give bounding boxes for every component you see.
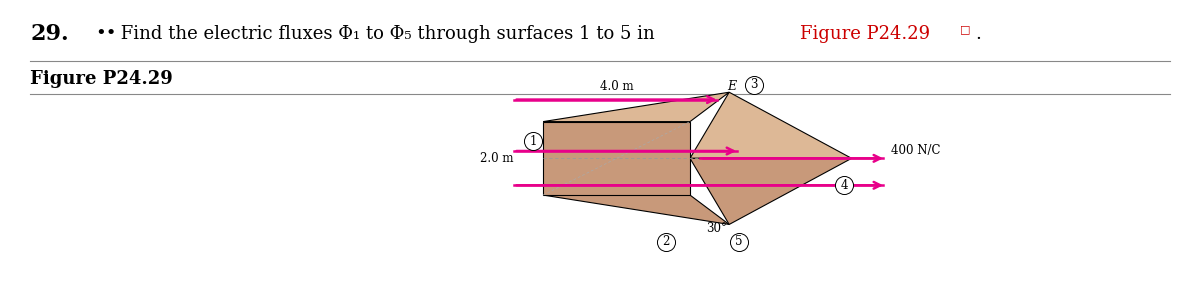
- Text: □: □: [960, 24, 971, 34]
- Polygon shape: [544, 195, 730, 225]
- Text: Figure P24.29: Figure P24.29: [30, 70, 173, 88]
- Text: .: .: [974, 25, 980, 43]
- Text: 2.0 m: 2.0 m: [480, 152, 514, 165]
- Text: Find the electric fluxes Φ₁ to Φ₅ through surfaces 1 to 5 in: Find the electric fluxes Φ₁ to Φ₅ throug…: [115, 25, 660, 43]
- Polygon shape: [690, 92, 852, 158]
- Text: ••: ••: [95, 25, 116, 43]
- Text: 1: 1: [529, 135, 536, 148]
- Text: 2: 2: [662, 235, 670, 248]
- Polygon shape: [544, 92, 730, 122]
- Text: 400 N/C: 400 N/C: [890, 144, 941, 156]
- Text: 4: 4: [840, 179, 848, 192]
- Text: 29.: 29.: [30, 23, 68, 45]
- Text: 3: 3: [750, 78, 757, 91]
- Text: 4.0 m: 4.0 m: [600, 80, 634, 93]
- Polygon shape: [544, 122, 690, 195]
- Text: E: E: [727, 80, 736, 93]
- Text: 5: 5: [736, 235, 743, 248]
- Polygon shape: [690, 158, 852, 225]
- Text: 30°: 30°: [707, 222, 727, 235]
- Text: Figure P24.29: Figure P24.29: [800, 25, 930, 43]
